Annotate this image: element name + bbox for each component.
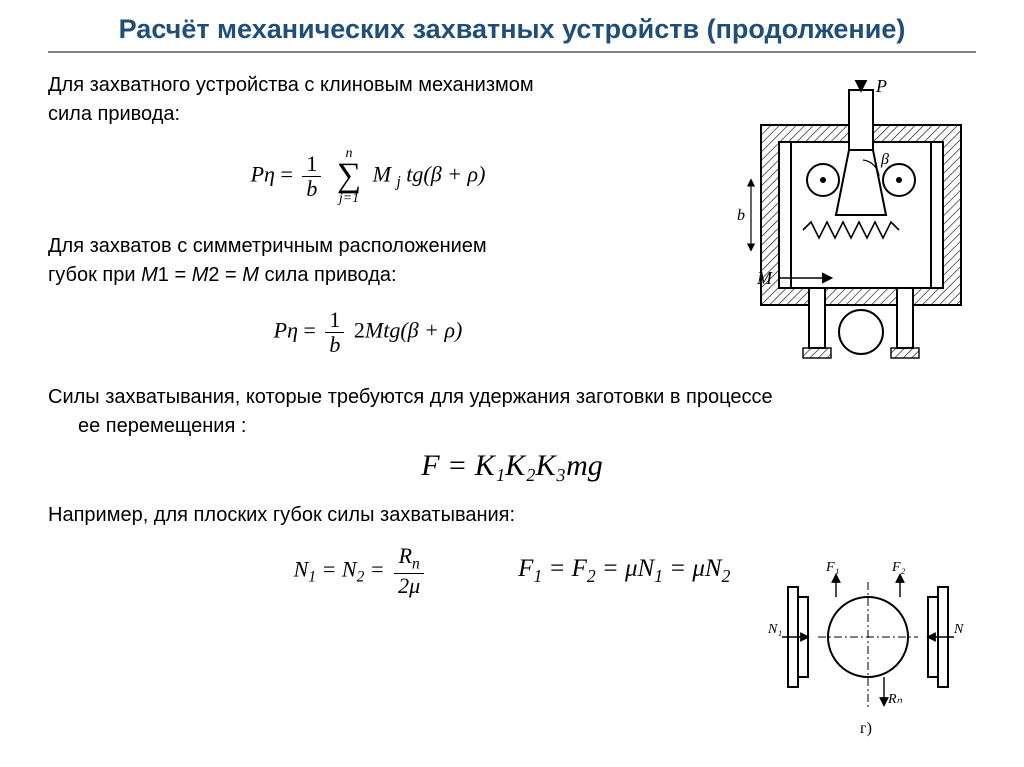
paragraph-1b: сила привода: <box>48 100 688 129</box>
diag1-label-beta: β <box>880 151 889 168</box>
diag1-label-P: P <box>875 80 887 96</box>
paragraph-3a: Силы захватывания, которые требуются для… <box>48 383 976 412</box>
diag1-label-M: M <box>756 268 773 288</box>
diag2-label-F1: F₁ <box>825 560 839 575</box>
diag2-label-N2: N <box>953 622 964 637</box>
diag2-label-Rn: Rₙ <box>887 692 903 707</box>
diag2-label-N1: N₁ <box>768 622 782 637</box>
paragraph-2b: губок при М1 = М2 = М сила привода: <box>48 261 688 290</box>
diagram-flat-jaws: F₁ F₂ N₁ N Rₙ г) <box>768 557 968 737</box>
paragraph-4: Например, для плоских губок силы захваты… <box>48 501 976 530</box>
page-title: Расчёт механических захватных устройств … <box>48 14 976 45</box>
formula-3: F = K₁K₂K₃mg <box>48 449 976 483</box>
formula-1: Pη = 1b n∑j=1 M j tg(β + ρ) <box>48 147 688 206</box>
formula-4b: F1 = F2 = μN1 = μN2 <box>518 555 730 587</box>
formula-2: Pη = 1b 2Mtg(β + ρ) <box>48 308 688 357</box>
paragraph-1a: Для захватного устройства с клиновым мех… <box>48 71 688 100</box>
diag2-label-F2: F₂ <box>891 560 906 575</box>
diag2-label-g: г) <box>860 720 872 737</box>
diagram-wedge-gripper: P β b M <box>731 80 976 370</box>
diag1-label-b: b <box>737 207 745 224</box>
formula-4a: N1 = N2 = Rn2μ <box>294 544 429 599</box>
paragraph-2a: Для захватов с симметричным расположение… <box>48 232 688 261</box>
paragraph-3b: ее перемещения : <box>48 412 976 441</box>
title-divider <box>48 51 976 53</box>
